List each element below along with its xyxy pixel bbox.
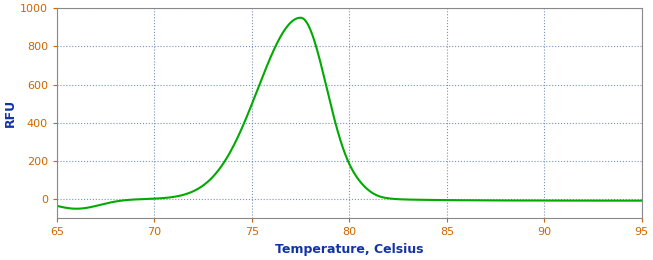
Y-axis label: RFU: RFU bbox=[4, 99, 17, 127]
X-axis label: Temperature, Celsius: Temperature, Celsius bbox=[275, 243, 424, 256]
